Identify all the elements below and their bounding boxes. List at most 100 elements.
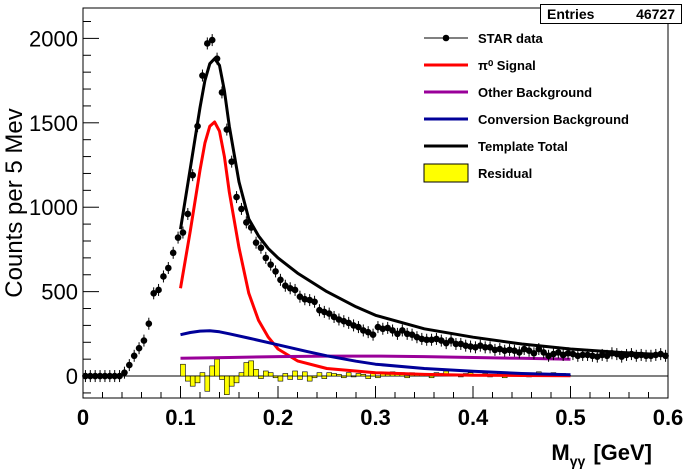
series-line-other-background [180,354,571,361]
data-point [579,351,586,359]
data-point [603,352,611,360]
data-point [530,349,538,357]
data-point [608,349,616,357]
data-point [418,335,426,343]
data-point [403,330,411,338]
data-point [438,337,445,344]
data-point [82,372,89,380]
data-point [379,325,387,333]
data-point [160,273,167,280]
data-point [535,345,543,353]
data-point [257,244,265,252]
data-point [194,122,201,130]
data-point [481,344,489,351]
residual-bar [272,375,279,379]
x-tick-label: 0.4 [458,405,489,430]
data-point [623,351,630,359]
data-point [106,372,114,380]
data-point [247,224,255,231]
residual-bar [214,358,220,377]
data-point [330,313,338,321]
data-point [311,298,318,306]
residual-bar [277,375,284,382]
y-tick-label: 1000 [29,195,78,220]
y-axis-label: Counts per 5 Mev [1,108,28,297]
data-point [199,72,206,79]
data-point [262,254,270,262]
data-point [442,339,450,347]
data-point [467,343,474,350]
data-point [516,349,523,356]
data-point [501,347,508,355]
data-point [452,340,460,348]
residual-bar [243,362,250,377]
data-point [555,349,562,356]
data-point [486,344,494,351]
legend-label: π⁰ Signal [478,58,536,73]
residual-bar [365,375,371,379]
data-point [384,324,391,332]
residual-bar [189,375,196,387]
data-point [408,331,416,338]
legend-marker [442,34,450,42]
data-point [140,337,148,344]
data-point [652,351,660,359]
svg-text:Mγγ[GeV]: Mγγ [GeV] [551,440,652,469]
residual-bar [238,372,245,377]
residual-bar [233,375,240,384]
data-point [296,293,304,301]
data-point [126,361,133,369]
data-point [301,295,309,303]
residual-bar [199,372,206,377]
data-point [116,372,123,380]
x-axis-label-sub: γγ [570,453,586,469]
residual-bar [311,375,318,379]
legend-label: Other Background [478,85,592,100]
x-tick-label: 0.5 [555,405,586,430]
legend-label: Template Total [478,139,568,154]
data-point [228,158,235,165]
data-point [174,234,182,241]
data-point [491,346,499,354]
residual-bar [248,360,254,377]
residual-bar [375,375,381,379]
data-point [282,282,289,290]
y-tick-label: 500 [41,280,78,305]
data-point [272,268,279,275]
data-point [179,229,187,236]
data-point [223,126,231,133]
residual-bar [355,373,362,377]
data-point [506,346,513,354]
data-point [150,290,157,297]
legend-label: Residual [478,166,532,181]
data-point [96,372,104,380]
x-axis-label-unit: [GeV] [593,440,652,465]
residual-bar [185,375,191,382]
residual-bar [428,375,435,379]
legend: STAR data π⁰ Signal Other Background Conver… [423,31,629,183]
residual-bar [224,375,230,395]
residual-bar [258,375,264,379]
residual-bar [336,374,342,377]
residual-bar [404,375,410,379]
legend-fill-swatch [423,163,469,183]
stats-entries-value: 46727 [636,6,675,22]
data-point [637,351,645,359]
data-point [564,349,572,357]
data-point [218,89,226,96]
data-point [145,320,153,328]
residual-bar [253,368,259,377]
data-point [233,193,240,201]
data-point [130,352,138,360]
x-axis-label: Mγγ [GeV] [551,440,652,469]
y-tick-label: 2000 [29,26,78,51]
x-tick-label: 0.3 [360,405,391,430]
data-point [598,351,606,359]
residual-bar [228,375,235,387]
data-point [204,40,211,47]
data-point [213,55,221,62]
series-line--signal [179,120,571,378]
data-point [91,372,99,380]
residual-bar [345,372,352,377]
residual-bar [292,370,298,377]
